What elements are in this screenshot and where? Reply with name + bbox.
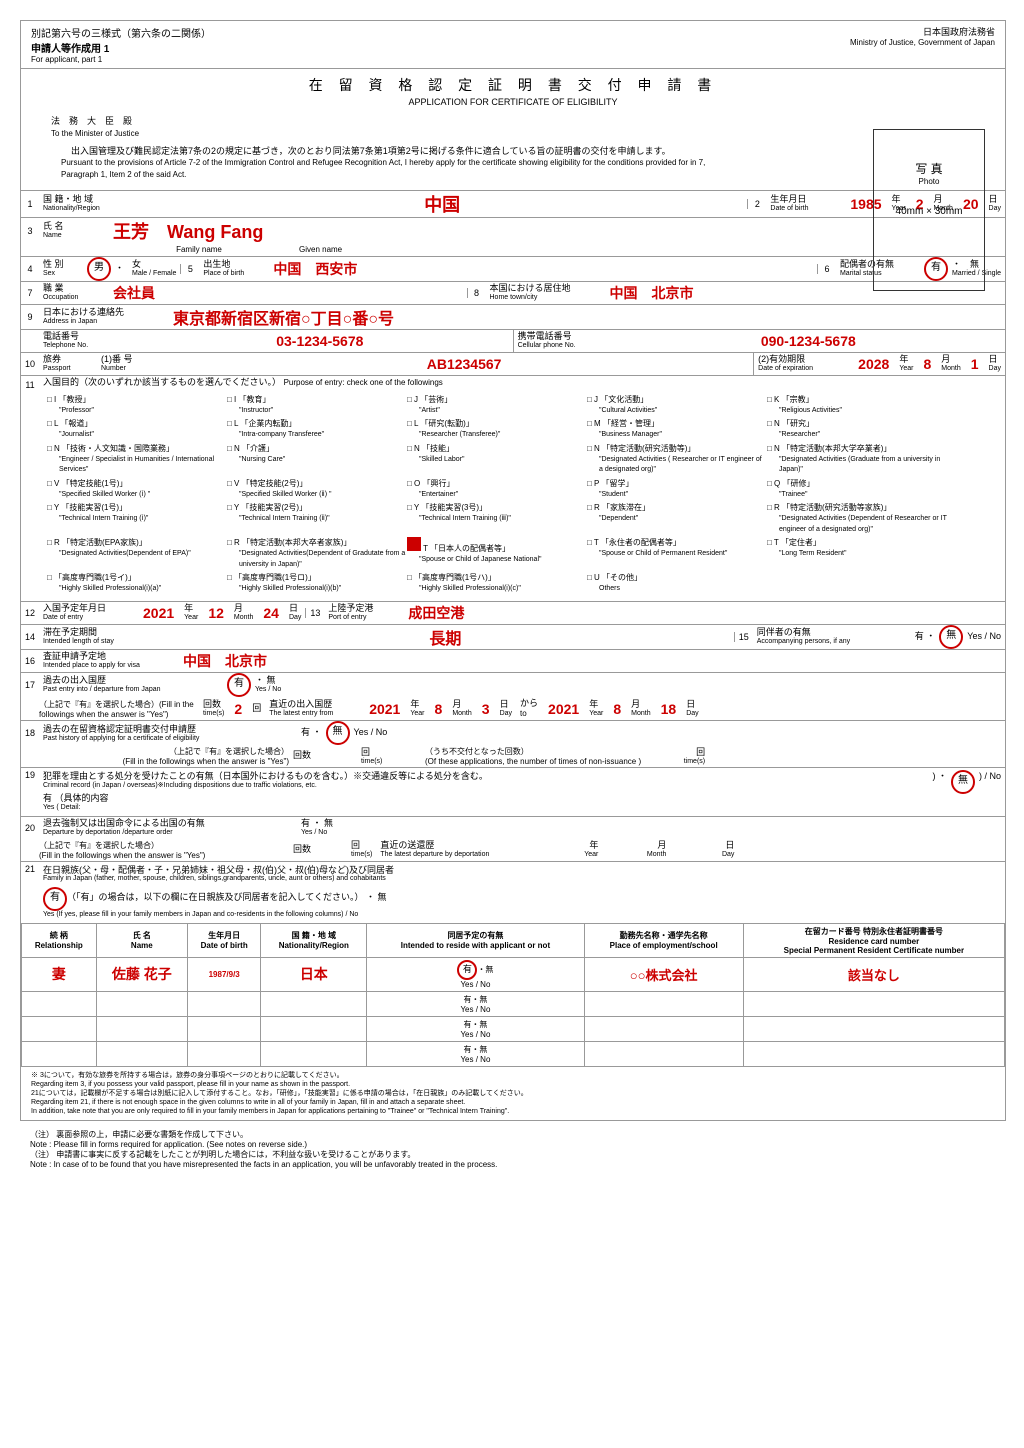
purpose-checkbox[interactable]: □ N 「特定活動(研究活動等)」"Designated Activities … bbox=[587, 443, 767, 476]
photo-label-en: Photo bbox=[874, 177, 984, 186]
purpose-checkbox[interactable]: □ U 「その他」Others bbox=[587, 572, 767, 595]
photo-label: 写 真 bbox=[874, 160, 984, 177]
purpose-checkbox[interactable]: □ I 「教育」"Instructor" bbox=[227, 394, 407, 417]
purpose-checkbox[interactable]: □ L 「研究(転勤)」"Researcher (Transferee)" bbox=[407, 418, 587, 441]
form-part: 申請人等作成用 1 bbox=[31, 44, 109, 55]
purpose-checkbox[interactable]: □ P 「留学」"Student" bbox=[587, 478, 767, 501]
purpose-checkbox[interactable]: □ T 「定住者」"Long Term Resident" bbox=[767, 537, 947, 560]
purpose-checkbox[interactable]: □ J 「文化活動」"Cultural Activities" bbox=[587, 394, 767, 417]
header: 別記第六号の三様式（第六条の二関係） 申請人等作成用 1 For applica… bbox=[21, 21, 1005, 68]
intro-en: Pursuant to the provisions of Article 7-… bbox=[51, 157, 725, 179]
purpose-checkbox[interactable]: □ Y 「技能実習(3号)」"Technical Intern Training… bbox=[407, 502, 587, 525]
birthplace-value[interactable]: 中国 西安市 bbox=[267, 259, 817, 279]
form-part-en: For applicant, part 1 bbox=[31, 55, 211, 64]
form-id: 別記第六号の三様式（第六条の二関係） bbox=[31, 25, 211, 40]
intro-jp: 出入国管理及び難民認定法第7条の2の規定に基づき，次のとおり同法第7条第1項第2… bbox=[51, 145, 725, 158]
family-row: 妻 佐藤 花子 1987/9/3 日本 有・無Yes / No ○○株式会社 該… bbox=[22, 957, 1005, 991]
addressee-en: To the Minister of Justice bbox=[51, 128, 725, 139]
family-col-header: 勤務先名称・通学先名称Place of employment/school bbox=[584, 923, 743, 957]
purpose-checkbox[interactable]: □ O 「興行」"Entertainer" bbox=[407, 478, 587, 501]
purpose-checkbox[interactable]: □ N 「技術・人文知識・国際業務」"Engineer / Specialist… bbox=[47, 443, 227, 476]
accomp-no-circled[interactable]: 無 bbox=[939, 625, 963, 649]
notes: ※ 3について，有効な旅券を所持する場合は，旅券の身分事項ページのとおりに記載し… bbox=[21, 1067, 1005, 1120]
purpose-checkbox[interactable]: □ 「高度専門職(1号ハ)」"Highly Skilled Profession… bbox=[407, 572, 587, 595]
crime-no-circled[interactable]: 無 bbox=[951, 770, 975, 794]
stay-value[interactable]: 長期 bbox=[157, 625, 734, 649]
family-table: 続 柄Relationship氏 名Name生年月日Date of birth国… bbox=[21, 923, 1005, 1067]
purpose-checkbox[interactable]: □ V 「特定技能(1号)」"Specified Skilled Worker … bbox=[47, 478, 227, 501]
family-col-header: 在留カード番号 特別永住者証明書番号Residence card numberS… bbox=[743, 923, 1004, 957]
family-col-header: 同居予定の有無Intended to reside with applicant… bbox=[367, 923, 584, 957]
purpose-checkbox[interactable]: □ K 「宗教」"Religious Activities" bbox=[767, 394, 947, 417]
purpose-checkbox[interactable]: □ R 「特定活動(EPA家族)」"Designated Activities(… bbox=[47, 537, 227, 560]
row-sex: 4 性 別Sex 男 ・ 女Male / Female 5 出生地Place o… bbox=[21, 256, 1005, 281]
purpose-checkbox[interactable]: □ I 「教授」"Professor" bbox=[47, 394, 227, 417]
purpose-checkbox[interactable]: □ Y 「技能実習(1号)」"Technical Intern Training… bbox=[47, 502, 227, 525]
purpose-checkbox[interactable]: □ Y 「技能実習(2号)」"Technical Intern Training… bbox=[227, 502, 407, 525]
ministry: 日本国政府法務省 bbox=[850, 25, 995, 38]
past-yes-circled[interactable]: 有 bbox=[227, 673, 251, 697]
purpose-checkbox[interactable]: □ J 「芸術」"Artist" bbox=[407, 394, 587, 417]
purpose-checkbox[interactable]: □ T 「永住者の配偶者等」"Spouse or Child of Perman… bbox=[587, 537, 767, 560]
ministry-en: Ministry of Justice, Government of Japan bbox=[850, 38, 995, 47]
family-col-header: 国 籍・地 域Nationality/Region bbox=[261, 923, 367, 957]
purpose-checkbox[interactable]: □ M 「経営・管理」"Business Manager" bbox=[587, 418, 767, 441]
family-col-header: 生年月日Date of birth bbox=[188, 923, 261, 957]
coe-application-form: 別記第六号の三様式（第六条の二関係） 申請人等作成用 1 For applica… bbox=[20, 20, 1006, 1121]
purpose-checkbox[interactable]: □ N 「特定活動(本邦大学卒業者)」"Designated Activitie… bbox=[767, 443, 947, 476]
port-value[interactable]: 成田空港 bbox=[402, 603, 1005, 623]
row-name: 3 氏 名Name 王芳 Wang Fang bbox=[21, 217, 1005, 244]
tel-value[interactable]: 03-1234-5678 bbox=[127, 333, 513, 349]
purpose-checkbox[interactable]: □ R 「特定活動(本邦大卒者家族)」"Designated Activitie… bbox=[227, 537, 407, 570]
purpose-checkbox[interactable]: □ L 「報道」"Journalist" bbox=[47, 418, 227, 441]
photo-size: 40mm × 30mm bbox=[874, 206, 984, 217]
purpose-checkboxes: □ I 「教授」"Professor"□ I 「教育」"Instructor"□… bbox=[39, 390, 1005, 601]
family-col-header: 氏 名Name bbox=[96, 923, 187, 957]
title-en: APPLICATION FOR CERTIFICATE OF ELIGIBILI… bbox=[21, 97, 1005, 107]
purpose-checkbox[interactable]: □ 「高度専門職(1号イ)」"Highly Skilled Profession… bbox=[47, 572, 227, 595]
occupation-value[interactable]: 会社員 bbox=[107, 283, 467, 303]
purpose-checkbox[interactable]: □ V 「特定技能(2号)」"Specified Skilled Worker … bbox=[227, 478, 407, 501]
purpose-checkbox[interactable]: □ N 「介護」"Nursing Care" bbox=[227, 443, 407, 466]
purpose-checkbox[interactable]: □ N 「研究」"Researcher" bbox=[767, 418, 947, 441]
purpose-checkbox[interactable]: T 「日本人の配偶者等」"Spouse or Child of Japanese… bbox=[407, 537, 587, 566]
purpose-checkbox[interactable]: □ L 「企業内転勤」"Intra-company Transferee" bbox=[227, 418, 407, 441]
photo-box: 写 真 Photo 40mm × 30mm bbox=[873, 129, 985, 291]
address-value[interactable]: 東京都新宿区新宿○丁目○番○号 bbox=[167, 305, 1005, 329]
name-value[interactable]: 王芳 Wang Fang bbox=[107, 218, 1005, 244]
purpose-checkbox[interactable]: □ Q 「研修」"Trainee" bbox=[767, 478, 947, 501]
family-yes-circled[interactable]: 有 bbox=[43, 887, 67, 911]
cell-value[interactable]: 090-1234-5678 bbox=[612, 333, 1005, 349]
row-nationality: 1 国 籍・地 域Nationality/Region 中国 2 生年月日Dat… bbox=[21, 190, 1005, 217]
cert-no-circled[interactable]: 無 bbox=[326, 721, 350, 745]
sex-male-circled[interactable]: 男 bbox=[87, 257, 111, 281]
title-jp: 在 留 資 格 認 定 証 明 書 交 付 申 請 書 bbox=[21, 69, 1005, 97]
visa-value[interactable]: 中国 北京市 bbox=[177, 651, 1005, 671]
purpose-checkbox[interactable]: □ R 「家族滞在」"Dependent" bbox=[587, 502, 767, 525]
passport-num[interactable]: AB1234567 bbox=[175, 356, 753, 372]
footer: （注） 裏面参照の上，申請に必要な書類を作成して下さい。Note : Pleas… bbox=[20, 1125, 1024, 1173]
family-col-header: 続 柄Relationship bbox=[22, 923, 97, 957]
purpose-checkbox[interactable]: □ R 「特定活動(研究活動等家族)」"Designated Activitie… bbox=[767, 502, 947, 535]
addressee-jp: 法 務 大 臣 殿 bbox=[51, 115, 725, 128]
purpose-checkbox[interactable]: □ 「高度専門職(1号ロ)」"Highly Skilled Profession… bbox=[227, 572, 407, 595]
nationality-value[interactable]: 中国 bbox=[137, 191, 747, 217]
purpose-checkbox[interactable]: □ N 「技能」"Skilled Labor" bbox=[407, 443, 587, 466]
